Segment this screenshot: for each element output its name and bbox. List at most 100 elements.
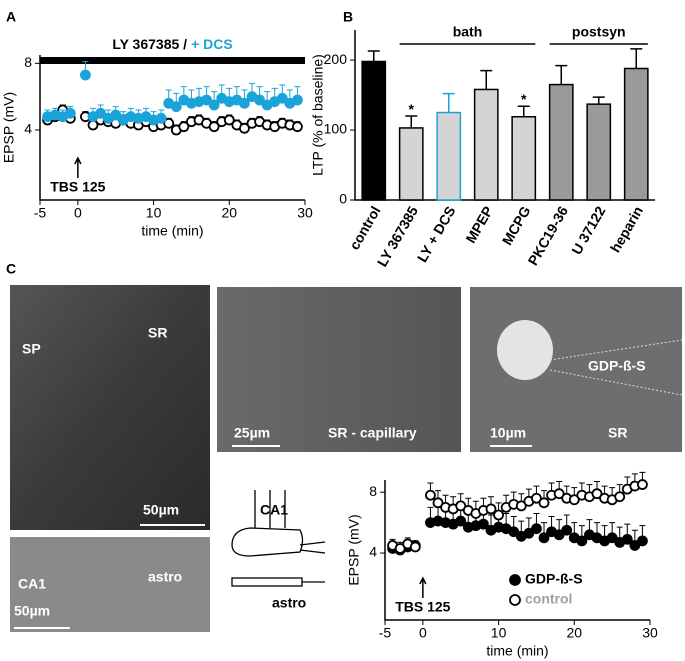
data-point xyxy=(95,107,106,119)
image-label: 10µm xyxy=(490,425,526,441)
data-point xyxy=(163,117,175,129)
panel-label: B xyxy=(343,9,353,25)
panel-label: A xyxy=(6,9,16,25)
cell xyxy=(497,320,553,380)
data-point xyxy=(455,515,467,527)
data-point xyxy=(629,540,641,551)
data-point xyxy=(455,500,467,512)
x-tick-label: MPEP xyxy=(462,203,496,245)
bar xyxy=(361,60,387,201)
group-label: postsyn xyxy=(572,24,626,40)
x-tick-label: 10 xyxy=(491,625,507,641)
x-tick-label: heparin xyxy=(607,203,646,255)
x-tick-label: 20 xyxy=(221,205,237,221)
data-point xyxy=(621,533,633,545)
data-point xyxy=(637,479,648,490)
image-label: CA1 xyxy=(260,502,288,518)
data-point xyxy=(208,121,220,133)
title-part: + DCS xyxy=(191,36,233,52)
y-axis-label: EPSP (mV) xyxy=(1,92,17,163)
data-point xyxy=(523,527,535,539)
data-point xyxy=(178,121,190,133)
data-point xyxy=(515,500,527,512)
x-tick-label: 0 xyxy=(419,625,427,641)
bar xyxy=(586,103,612,201)
chart-title: LY 367385 /+ DCS xyxy=(112,36,232,52)
y-axis-label: EPSP (mV) xyxy=(346,514,362,585)
x-axis-label: time (min) xyxy=(486,643,548,659)
x-tick-label: 10 xyxy=(146,205,162,221)
y-tick-label: 200 xyxy=(324,51,348,67)
bar xyxy=(548,83,574,201)
legend-marker xyxy=(509,594,521,606)
data-point xyxy=(155,112,167,124)
data-point xyxy=(553,488,565,500)
x-axis-label: time (min) xyxy=(141,223,203,239)
micrograph xyxy=(10,537,210,632)
significance-star: * xyxy=(521,91,527,107)
cell-schematic xyxy=(231,490,326,587)
data-point xyxy=(538,532,550,544)
micrograph xyxy=(10,285,210,530)
data-point xyxy=(553,529,565,541)
panel-label: C xyxy=(6,261,16,277)
x-tick-label: control xyxy=(346,203,384,252)
data-point xyxy=(576,535,588,547)
x-tick-label: U 37122 xyxy=(568,203,608,257)
annotation: TBS 125 xyxy=(50,179,105,195)
data-point xyxy=(110,109,122,121)
error-bar xyxy=(555,64,568,85)
data-point xyxy=(508,526,520,538)
data-point xyxy=(223,114,235,126)
y-tick-label: 100 xyxy=(324,121,348,137)
data-point xyxy=(170,101,182,113)
y-tick-label: 0 xyxy=(339,191,347,207)
data-point xyxy=(614,491,626,503)
data-point xyxy=(531,492,542,504)
data-point xyxy=(239,122,250,134)
annotation-arrow xyxy=(74,156,82,178)
bar xyxy=(623,67,649,201)
image-label: SR xyxy=(148,325,167,341)
y-tick-label: 8 xyxy=(369,483,377,499)
data-point xyxy=(201,94,212,106)
data-point xyxy=(292,94,303,106)
annotation: TBS 125 xyxy=(395,599,450,615)
annotation-arrow xyxy=(419,576,427,598)
legend-marker xyxy=(509,574,521,586)
error-bar xyxy=(442,92,455,113)
data-point xyxy=(493,509,504,521)
data-point xyxy=(425,489,436,501)
x-tick-label: MCPG xyxy=(499,203,534,247)
condition-bar xyxy=(40,57,305,64)
image-label: SR xyxy=(608,425,627,441)
data-point xyxy=(531,523,542,535)
data-point xyxy=(432,497,444,509)
data-point xyxy=(538,497,550,509)
image-label: SR - capillary xyxy=(328,425,417,441)
scale-bars xyxy=(14,445,532,629)
image-label: SP xyxy=(22,341,41,357)
x-tick-label: 0 xyxy=(74,205,82,221)
data-point xyxy=(591,488,603,500)
x-tick-label: -5 xyxy=(379,625,392,641)
error-bar xyxy=(630,48,643,69)
error-bar xyxy=(592,96,605,105)
x-tick-label: 30 xyxy=(297,205,313,221)
y-tick-label: 8 xyxy=(24,54,32,70)
data-point xyxy=(276,92,288,104)
data-point xyxy=(637,535,648,547)
x-tick-label: 30 xyxy=(642,625,658,641)
error-bar xyxy=(517,105,530,117)
significance-star: * xyxy=(409,101,415,117)
data-point xyxy=(485,503,497,515)
legend-label: control xyxy=(525,591,572,607)
y-axis-label: LTP (% of baseline) xyxy=(310,54,326,176)
micrograph xyxy=(217,287,461,452)
data-point xyxy=(239,97,250,109)
data-point xyxy=(568,494,580,506)
bar xyxy=(511,115,537,201)
data-point xyxy=(64,107,76,119)
image-label: 50µm xyxy=(14,603,50,619)
bar xyxy=(473,88,499,201)
